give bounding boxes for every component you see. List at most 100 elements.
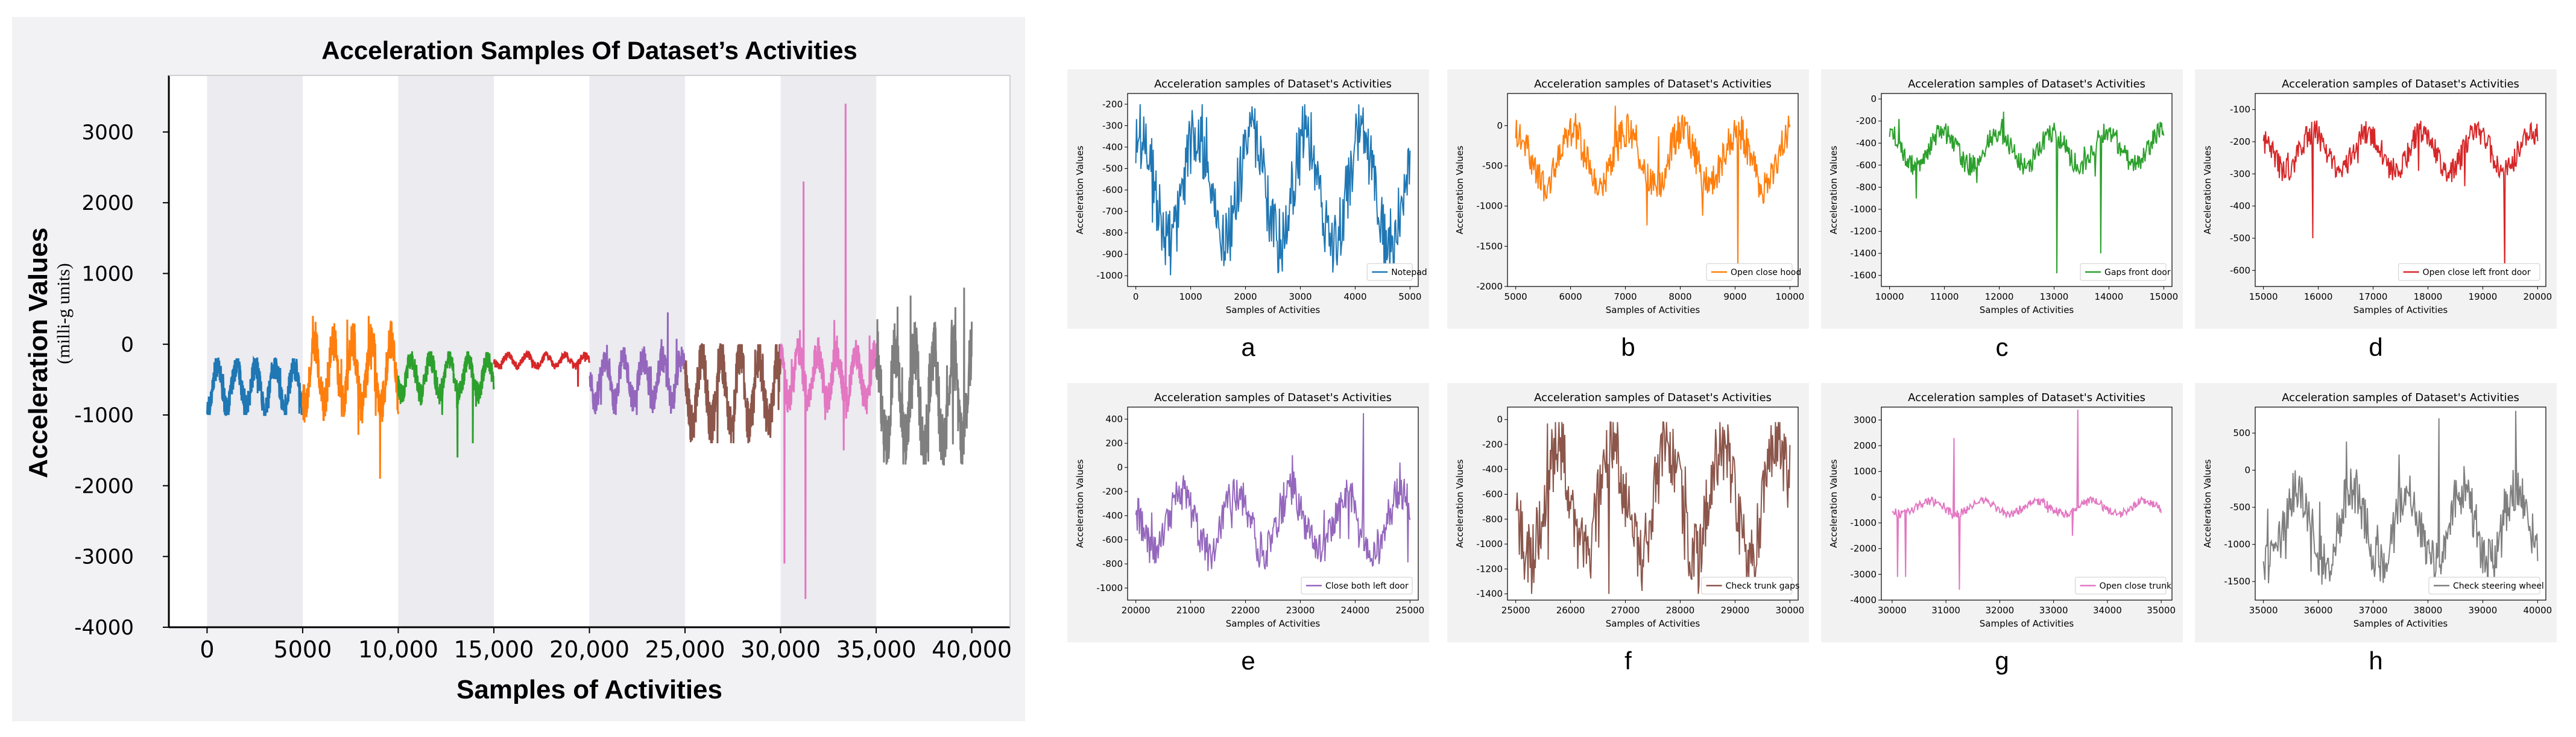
x-tick-label: 35000	[2147, 605, 2176, 616]
subplot-x-axis-label: Samples of Activities	[2353, 305, 2448, 315]
y-tick-label: -600	[1102, 185, 1123, 195]
subplot-plot-area	[1881, 93, 2173, 287]
subplot-plot-area	[1127, 93, 1419, 287]
subplot-title: Acceleration samples of Dataset's Activi…	[2282, 391, 2519, 404]
subplot-y-axis-label: Acceleration Values	[2202, 145, 2213, 234]
series-line-open-close-hood	[301, 315, 399, 479]
x-tick-label: 10,000	[358, 636, 438, 663]
main-chart: 3000 2000 1000 0 -1000 -2000 -3000 -4000 0 5000 10…	[12, 17, 1025, 721]
subplot-legend	[1706, 263, 1793, 281]
y-tick-label: -3000	[74, 545, 134, 569]
y-tick-label: -1200	[1476, 563, 1503, 574]
y-tick-label: -2000	[1476, 281, 1503, 292]
y-tick-label: 1000	[1854, 466, 1877, 477]
subplot-a: -200 -300 -400 -500 -600 -700 -800 -900 -1000 0 10…	[1067, 69, 1429, 361]
x-tick-label: 25000	[1501, 605, 1530, 616]
shaded-band	[398, 75, 494, 627]
subplot-x-axis-label: Samples of Activities	[1226, 305, 1321, 315]
series-line-close-both-left-door	[589, 312, 686, 416]
subplot-title: Acceleration samples of Dataset's Activi…	[1534, 78, 1772, 90]
subplot-series-line	[2262, 411, 2539, 593]
legend-label: Close both left door	[1325, 581, 1409, 591]
series-line-open-close-trunk	[780, 103, 877, 599]
legend-label: Open close trunk	[2100, 581, 2172, 591]
x-tick-label: 30000	[1878, 605, 1907, 616]
subplot-grid: -200-300-400-500-600-700-800-900-10000 10…	[1067, 69, 2557, 675]
y-tick-label: -300	[2230, 168, 2250, 179]
y-tick-label: -600	[1482, 489, 1503, 500]
x-tick-label: 26000	[1556, 605, 1585, 616]
main-y-axis-units: (milli-g units)	[54, 263, 74, 364]
x-tick-label: 27000	[1611, 605, 1640, 616]
y-tick-label: -1600	[1850, 270, 1877, 281]
x-tick-label: 25,000	[645, 636, 725, 663]
y-tick-label: 2000	[81, 191, 134, 215]
x-tick-label: 6000	[1559, 291, 1582, 302]
x-tick-label: 15,000	[453, 636, 534, 663]
y-tick-label: -900	[1102, 249, 1123, 260]
subplot-series-line	[1515, 421, 1791, 594]
y-tick-label: 2000	[1854, 440, 1877, 451]
x-tick-label: 3000	[1289, 291, 1312, 302]
y-tick-label: -1400	[1850, 248, 1877, 259]
x-tick-label: 39000	[2469, 605, 2498, 616]
y-tick-label: -600	[1856, 160, 1877, 171]
y-tick-label: 1000	[81, 262, 134, 286]
series-line-check-steering-wheel	[875, 287, 973, 466]
y-tick-label: -1000	[1476, 539, 1503, 549]
legend-label: Open close left front door	[2423, 268, 2531, 277]
x-tick-label: 0	[200, 636, 214, 663]
x-tick-label: 24000	[1341, 605, 1370, 616]
x-tick-label: 15000	[2249, 291, 2278, 302]
y-tick-label: -1000	[2224, 539, 2250, 550]
subplot-title: Acceleration samples of Dataset's Activi…	[1908, 78, 2145, 90]
x-tick-label: 40,000	[932, 636, 1012, 663]
y-tick-label: -400	[1102, 510, 1123, 521]
series-line-notepad	[206, 355, 304, 416]
y-tick-label: -800	[1856, 182, 1877, 192]
subplot-x-axis-label: Samples of Activities	[1606, 618, 1700, 629]
subplot-title: Acceleration samples of Dataset's Activi…	[1154, 78, 1392, 90]
subplot-d: -100 -200 -300 -400 -500 -600 15000 16000 17000 1…	[2195, 69, 2557, 361]
subplot-plot-area	[2255, 93, 2546, 287]
y-tick-label: -500	[1102, 163, 1123, 174]
subplot-x-axis-label: Samples of Activities	[2353, 618, 2448, 629]
subplot-y-axis-label: Acceleration Values	[1454, 145, 1465, 234]
subplot-panel-label: c	[1996, 333, 2009, 361]
y-tick-label: -400	[1482, 464, 1503, 475]
y-tick-label: -200	[1102, 99, 1123, 110]
subplot-panel-label: d	[2369, 333, 2382, 361]
y-tick-label: -2000	[1850, 543, 1877, 554]
y-tick-label: -500	[2230, 502, 2250, 513]
x-tick-label: 8000	[1668, 291, 1691, 302]
y-tick-label: -600	[1102, 534, 1123, 545]
y-tick-label: -4000	[1850, 595, 1877, 606]
x-tick-label: 29000	[1721, 605, 1750, 616]
x-tick-label: 32000	[1986, 605, 2015, 616]
main-chart-title: Acceleration Samples Of Dataset’s Activi…	[321, 36, 857, 65]
subplot-title: Acceleration samples of Dataset's Activi…	[1534, 391, 1772, 404]
subplot-legend	[2080, 263, 2167, 281]
y-tick-label: -200	[2230, 136, 2250, 147]
x-tick-label: 12000	[1985, 291, 2014, 302]
y-tick-label: -1200	[1850, 226, 1877, 237]
x-tick-label: 0	[1133, 291, 1139, 302]
x-tick-label: 5000	[1504, 291, 1527, 302]
subplot-y-axis-label: Acceleration Values	[1454, 459, 1465, 548]
y-tick-label: 3000	[81, 121, 134, 145]
x-tick-label: 20,000	[549, 636, 630, 663]
x-tick-label: 11000	[1930, 291, 1959, 302]
y-tick-label: -4000	[74, 616, 134, 640]
y-tick-label: -200	[1482, 439, 1503, 450]
x-tick-label: 13000	[2040, 291, 2069, 302]
subplot-y-axis-label: Acceleration Values	[1828, 145, 1839, 234]
y-tick-label: -1000	[1850, 204, 1877, 215]
subplot-panel-label: g	[1995, 647, 2009, 675]
y-tick-label: 0	[1117, 462, 1123, 473]
y-tick-label: -2000	[74, 474, 134, 498]
series-line-gaps-front-door	[397, 351, 495, 458]
legend-label: Notepad	[1391, 268, 1427, 277]
subplot-y-axis-label: Acceleration Values	[1075, 459, 1085, 548]
subplot-y-axis-label: Acceleration Values	[1075, 145, 1085, 234]
